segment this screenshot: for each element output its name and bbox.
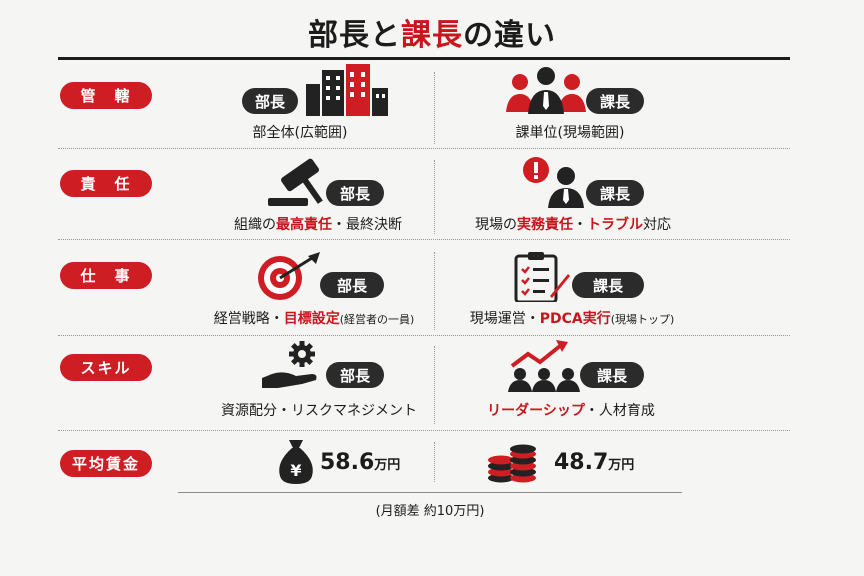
desc-text: 課単位(現場範囲) bbox=[515, 125, 625, 141]
salary-difference-note: (月額差 約10万円) bbox=[375, 504, 485, 519]
kacho-desc: 課単位(現場範囲) bbox=[470, 122, 670, 142]
svg-text:¥: ¥ bbox=[290, 461, 301, 480]
row-divider bbox=[58, 148, 790, 149]
money-bag-yen-icon: ¥ bbox=[279, 440, 313, 484]
kacho-desc: リーダーシップ・人材育成 bbox=[466, 400, 676, 420]
desc-highlight: 最高責任 bbox=[276, 217, 332, 233]
column-divider bbox=[434, 346, 435, 424]
team-people-icon bbox=[506, 67, 586, 114]
desc-note: (経営者の一員) bbox=[339, 313, 415, 326]
desc-text: ・人材育成 bbox=[584, 403, 655, 419]
desc-text: 現場の bbox=[475, 217, 517, 233]
column-divider bbox=[434, 72, 435, 144]
row-divider bbox=[58, 239, 790, 240]
bucho-label: 部長 bbox=[320, 272, 384, 298]
column-divider bbox=[434, 252, 435, 330]
row-divider bbox=[58, 430, 790, 431]
salary-unit: 万円 bbox=[608, 458, 635, 473]
category-skill: スキル bbox=[60, 354, 152, 381]
gavel-icon bbox=[268, 158, 323, 206]
title-part-1: 部長と bbox=[308, 18, 401, 53]
kacho-label: 課長 bbox=[572, 272, 644, 298]
desc-text: 現場運営・ bbox=[469, 311, 540, 327]
city-buildings-icon bbox=[306, 64, 388, 116]
title-part-3: の違い bbox=[463, 18, 556, 53]
kacho-desc: 現場の実務責任・トラブル対応 bbox=[458, 214, 688, 234]
title-underline bbox=[58, 57, 790, 60]
bucho-desc: 組織の最高責任・最終決断 bbox=[218, 214, 418, 234]
target-dart-icon bbox=[258, 252, 320, 300]
title-part-2: 課長 bbox=[401, 18, 463, 53]
kacho-label: 課長 bbox=[586, 88, 644, 114]
category-jurisdiction: 管 轄 bbox=[60, 82, 152, 109]
category-salary: 平均賃金 bbox=[60, 450, 152, 477]
salary-amount: 48.7 bbox=[554, 450, 609, 475]
gear-hand-icon bbox=[262, 341, 317, 388]
desc-text: 対応 bbox=[643, 217, 671, 233]
column-divider bbox=[434, 160, 435, 234]
kacho-salary: 48.7万円 bbox=[554, 450, 634, 475]
salary-amount: 58.6 bbox=[320, 450, 375, 475]
bucho-label: 部長 bbox=[326, 362, 384, 388]
desc-highlight: リーダーシップ bbox=[487, 403, 585, 419]
growth-team-icon bbox=[508, 340, 580, 392]
row-divider bbox=[58, 335, 790, 336]
coin-stack-icon bbox=[488, 444, 536, 483]
desc-text: ・ bbox=[573, 217, 587, 233]
bucho-desc: 部全体(広範囲) bbox=[200, 122, 400, 142]
kacho-label: 課長 bbox=[580, 362, 644, 388]
desc-highlight: トラブル bbox=[587, 217, 643, 233]
desc-highlight: 実務責任 bbox=[517, 217, 573, 233]
bucho-salary: 58.6万円 bbox=[320, 450, 400, 475]
desc-highlight: 目標設定 bbox=[283, 311, 340, 327]
bucho-desc: 経営戦略・目標設定(経営者の一員) bbox=[196, 308, 432, 328]
kacho-desc: 現場運営・PDCA実行(現場トップ) bbox=[452, 308, 692, 328]
bucho-desc: 資源配分・リスクマネジメント bbox=[204, 400, 434, 420]
desc-note: (現場トップ) bbox=[610, 313, 675, 326]
alert-person-icon bbox=[523, 157, 584, 208]
desc-highlight: PDCA実行 bbox=[539, 311, 611, 327]
desc-text: 資源配分・リスクマネジメント bbox=[221, 403, 417, 419]
desc-text: 経営戦略・ bbox=[213, 311, 284, 327]
category-responsibility: 責 任 bbox=[60, 170, 152, 197]
salary-underline bbox=[178, 492, 682, 493]
kacho-label: 課長 bbox=[586, 180, 644, 206]
desc-text: 組織の bbox=[234, 217, 276, 233]
checklist-clipboard-icon bbox=[514, 252, 570, 302]
bucho-label: 部長 bbox=[326, 180, 384, 206]
column-divider bbox=[434, 442, 435, 482]
desc-text: 部全体(広範囲) bbox=[252, 125, 348, 141]
bucho-label: 部長 bbox=[242, 88, 298, 114]
page-title: 部長と 課長 の違い bbox=[0, 12, 864, 53]
salary-unit: 万円 bbox=[374, 458, 401, 473]
category-work: 仕 事 bbox=[60, 262, 152, 289]
desc-text: ・最終決断 bbox=[332, 217, 402, 233]
